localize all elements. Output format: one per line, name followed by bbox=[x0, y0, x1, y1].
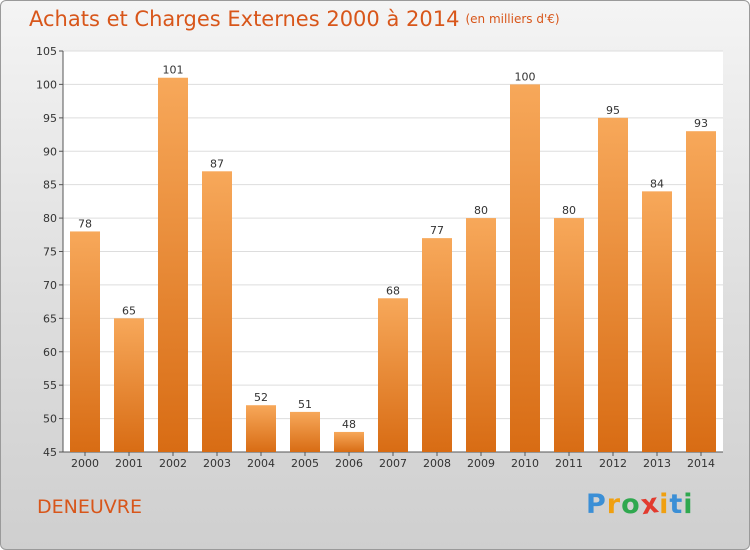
logo-letter: x bbox=[638, 487, 662, 522]
x-tick-label: 2006 bbox=[335, 457, 363, 470]
x-tick-label: 2014 bbox=[687, 457, 715, 470]
x-tick-label: 2009 bbox=[467, 457, 495, 470]
bar bbox=[70, 231, 100, 452]
bar bbox=[378, 298, 408, 452]
data-label: 84 bbox=[650, 177, 664, 190]
bar bbox=[510, 84, 540, 453]
y-tick-label: 60 bbox=[43, 346, 57, 359]
y-tick-label: 80 bbox=[43, 212, 57, 225]
x-tick-label: 2013 bbox=[643, 457, 671, 470]
chart-title: Achats et Charges Externes 2000 à 2014 (e… bbox=[29, 7, 560, 31]
data-label: 93 bbox=[694, 117, 708, 130]
data-label: 51 bbox=[298, 398, 312, 411]
data-label: 80 bbox=[562, 204, 576, 217]
y-tick-label: 105 bbox=[36, 45, 57, 58]
x-tick-label: 2011 bbox=[555, 457, 583, 470]
y-tick-label: 75 bbox=[43, 246, 57, 259]
logo-letter: t bbox=[669, 489, 684, 520]
x-tick-label: 2008 bbox=[423, 457, 451, 470]
x-tick-label: 2000 bbox=[71, 457, 99, 470]
bar bbox=[202, 171, 232, 453]
data-label: 87 bbox=[210, 157, 224, 170]
bar bbox=[246, 405, 276, 452]
data-label: 52 bbox=[254, 391, 268, 404]
chart-title-text: Achats et Charges Externes 2000 à 2014 bbox=[29, 7, 460, 31]
x-tick-label: 2004 bbox=[247, 457, 275, 470]
x-tick-label: 2002 bbox=[159, 457, 187, 470]
logo-letter: r bbox=[606, 489, 622, 520]
x-tick-label: 2001 bbox=[115, 457, 143, 470]
bar bbox=[686, 131, 716, 452]
y-tick-label: 95 bbox=[43, 112, 57, 125]
data-label: 78 bbox=[78, 217, 92, 230]
data-label: 100 bbox=[515, 70, 536, 83]
x-tick-label: 2012 bbox=[599, 457, 627, 470]
proxiti-logo: Proxiti bbox=[586, 487, 694, 522]
bar bbox=[554, 218, 584, 452]
x-tick-label: 2010 bbox=[511, 457, 539, 470]
bar bbox=[422, 238, 452, 452]
bar bbox=[598, 117, 628, 452]
data-label: 68 bbox=[386, 284, 400, 297]
y-tick-label: 45 bbox=[43, 446, 57, 459]
data-label: 95 bbox=[606, 104, 620, 117]
chart-unit-label: (en milliers d'€) bbox=[465, 12, 560, 26]
bar bbox=[334, 431, 364, 452]
bar bbox=[114, 318, 144, 452]
bar bbox=[466, 218, 496, 452]
bar bbox=[642, 191, 672, 452]
bar bbox=[290, 411, 320, 452]
y-tick-label: 50 bbox=[43, 413, 57, 426]
bar bbox=[158, 77, 188, 452]
y-tick-label: 85 bbox=[43, 179, 57, 192]
data-label: 80 bbox=[474, 204, 488, 217]
location-label: DENEUVRE bbox=[37, 496, 142, 518]
x-tick-label: 2003 bbox=[203, 457, 231, 470]
y-tick-label: 70 bbox=[43, 279, 57, 292]
x-tick-label: 2005 bbox=[291, 457, 319, 470]
y-tick-label: 65 bbox=[43, 312, 57, 325]
logo-letter: o bbox=[621, 489, 641, 520]
data-label: 101 bbox=[163, 64, 184, 77]
x-tick-label: 2007 bbox=[379, 457, 407, 470]
logo-letter: i bbox=[683, 489, 694, 520]
logo-letter: P bbox=[586, 489, 607, 520]
y-tick-label: 90 bbox=[43, 145, 57, 158]
data-label: 77 bbox=[430, 224, 444, 237]
y-tick-label: 100 bbox=[36, 78, 57, 91]
data-label: 65 bbox=[122, 304, 136, 317]
y-tick-label: 55 bbox=[43, 379, 57, 392]
logo-letter: i bbox=[659, 489, 670, 520]
data-label: 48 bbox=[342, 418, 356, 431]
